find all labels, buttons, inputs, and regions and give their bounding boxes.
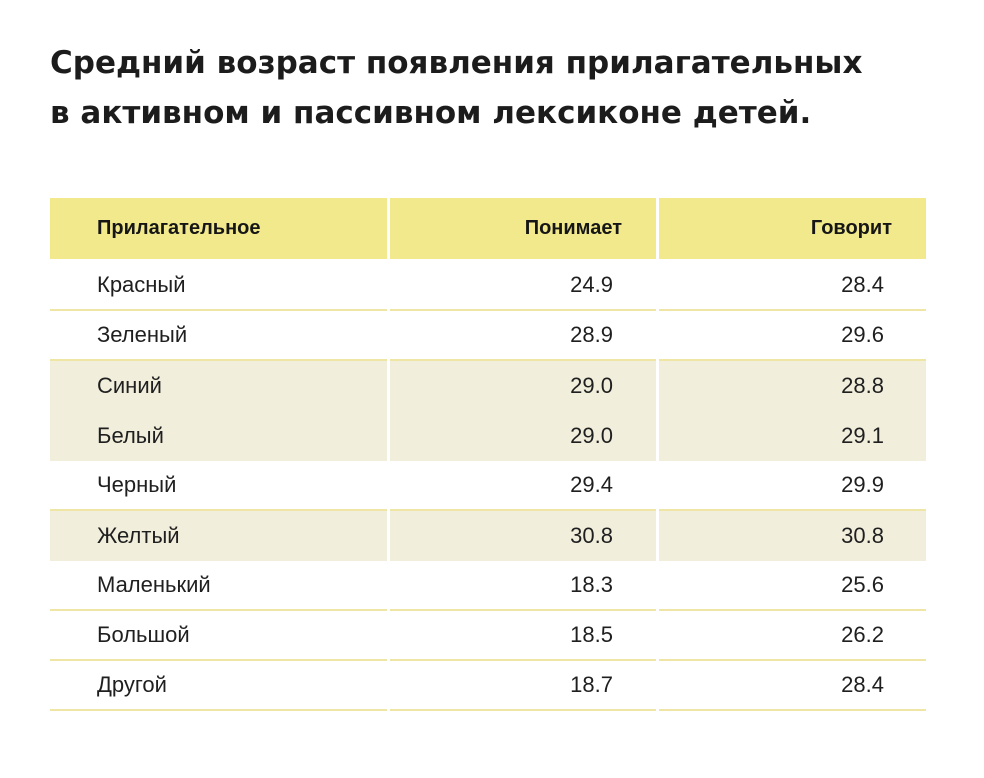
cell-adjective: Другой — [50, 661, 387, 711]
table-row: Зеленый 28.9 29.6 — [50, 311, 926, 361]
cell-adjective: Синий — [50, 361, 387, 411]
cell-speaks: 26.2 — [659, 611, 926, 661]
title-line-1: Средний возраст появления прилагательных — [50, 45, 863, 81]
header-adjective: Прилагательное — [50, 198, 387, 261]
header-understands: Понимает — [390, 198, 656, 261]
cell-speaks: 25.6 — [659, 561, 926, 611]
adjectives-table: Прилагательное Понимает Говорит Красный … — [50, 198, 926, 711]
table-row: Красный 24.9 28.4 — [50, 261, 926, 311]
table-row: Черный 29.4 29.9 — [50, 461, 926, 511]
table-row: Белый 29.0 29.1 — [50, 411, 926, 461]
table-row: Большой 18.5 26.2 — [50, 611, 926, 661]
cell-adjective: Красный — [50, 261, 387, 311]
cell-speaks: 29.1 — [659, 411, 926, 461]
cell-understands: 29.0 — [390, 361, 656, 411]
table-row: Другой 18.7 28.4 — [50, 661, 926, 711]
cell-understands: 29.4 — [390, 461, 656, 511]
cell-understands: 18.5 — [390, 611, 656, 661]
cell-speaks: 30.8 — [659, 511, 926, 561]
cell-adjective: Белый — [50, 411, 387, 461]
cell-speaks: 28.4 — [659, 661, 926, 711]
cell-speaks: 29.9 — [659, 461, 926, 511]
cell-understands: 18.7 — [390, 661, 656, 711]
table-row: Маленький 18.3 25.6 — [50, 561, 926, 611]
cell-adjective: Черный — [50, 461, 387, 511]
table-header-row: Прилагательное Понимает Говорит — [50, 198, 926, 261]
cell-speaks: 28.8 — [659, 361, 926, 411]
cell-understands: 24.9 — [390, 261, 656, 311]
cell-adjective: Большой — [50, 611, 387, 661]
cell-adjective: Зеленый — [50, 311, 387, 361]
cell-adjective: Желтый — [50, 511, 387, 561]
table-row: Желтый 30.8 30.8 — [50, 511, 926, 561]
cell-understands: 28.9 — [390, 311, 656, 361]
title-line-2: в активном и пассивном лексиконе детей. — [50, 95, 812, 131]
page-title: Средний возраст появления прилагательных… — [50, 38, 950, 138]
table-row: Синий 29.0 28.8 — [50, 361, 926, 411]
cell-speaks: 29.6 — [659, 311, 926, 361]
cell-adjective: Маленький — [50, 561, 387, 611]
cell-understands: 29.0 — [390, 411, 656, 461]
cell-understands: 30.8 — [390, 511, 656, 561]
cell-speaks: 28.4 — [659, 261, 926, 311]
cell-understands: 18.3 — [390, 561, 656, 611]
header-speaks: Говорит — [659, 198, 926, 261]
